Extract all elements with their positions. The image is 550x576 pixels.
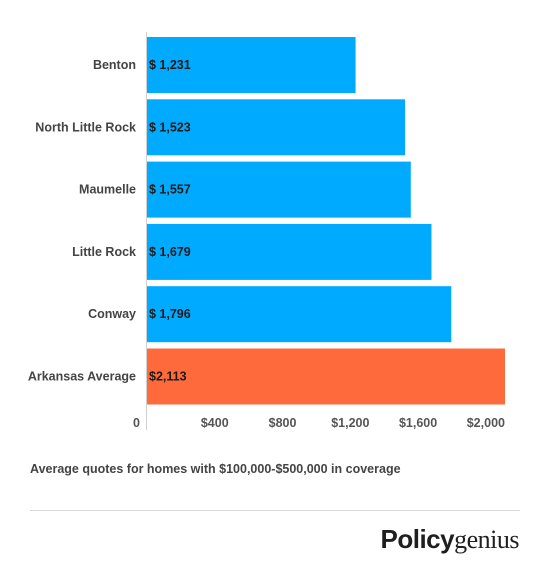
x-tick-label: $1,600 <box>399 416 437 430</box>
logo-word-bold: Policy <box>380 524 455 554</box>
logo-word-light: genius <box>454 525 519 554</box>
x-tick-label: $400 <box>201 416 229 430</box>
category-label: Maumelle <box>79 183 136 197</box>
bar <box>147 99 406 156</box>
x-tick-label: $800 <box>269 416 297 430</box>
category-label: Arkansas Average <box>28 370 136 384</box>
category-label: Little Rock <box>72 245 136 259</box>
x-tick-label: $2,000 <box>467 416 505 430</box>
bar-value-label: $ 1,679 <box>149 245 191 259</box>
category-label: Benton <box>93 58 136 72</box>
x-tick-label: $1,200 <box>331 416 369 430</box>
bar <box>147 223 432 280</box>
bars <box>147 37 505 405</box>
bar-chart: Benton North Little Rock Maumelle Little Ro… <box>28 32 505 430</box>
bar-value-label: $ 1,557 <box>149 183 191 197</box>
chart-caption: Average quotes for homes with $100,000-$… <box>30 462 401 476</box>
category-label: North Little Rock <box>35 120 136 134</box>
x-axis-tick-labels: 0 $400 $800 $1,200 $1,600 $2,000 <box>133 416 505 430</box>
x-tick-label: 0 <box>133 416 140 430</box>
bar <box>147 161 411 218</box>
category-labels: Benton North Little Rock Maumelle Little Ro… <box>28 58 136 384</box>
bar-value-label: $ 1,796 <box>149 307 191 321</box>
bar-value-label: $2,113 <box>149 370 187 384</box>
category-label: Conway <box>88 307 136 321</box>
bar-value-label: $ 1,523 <box>149 120 191 134</box>
divider <box>30 510 520 511</box>
bar <box>147 37 356 93</box>
policygenius-logo: Policygenius <box>380 524 520 554</box>
bar <box>147 286 452 343</box>
bar <box>147 348 505 405</box>
bar-value-label: $ 1,231 <box>149 58 191 72</box>
data-labels: $ 1,231 $ 1,523 $ 1,557 $ 1,679 $ 1,796 $2,11… <box>149 58 191 384</box>
